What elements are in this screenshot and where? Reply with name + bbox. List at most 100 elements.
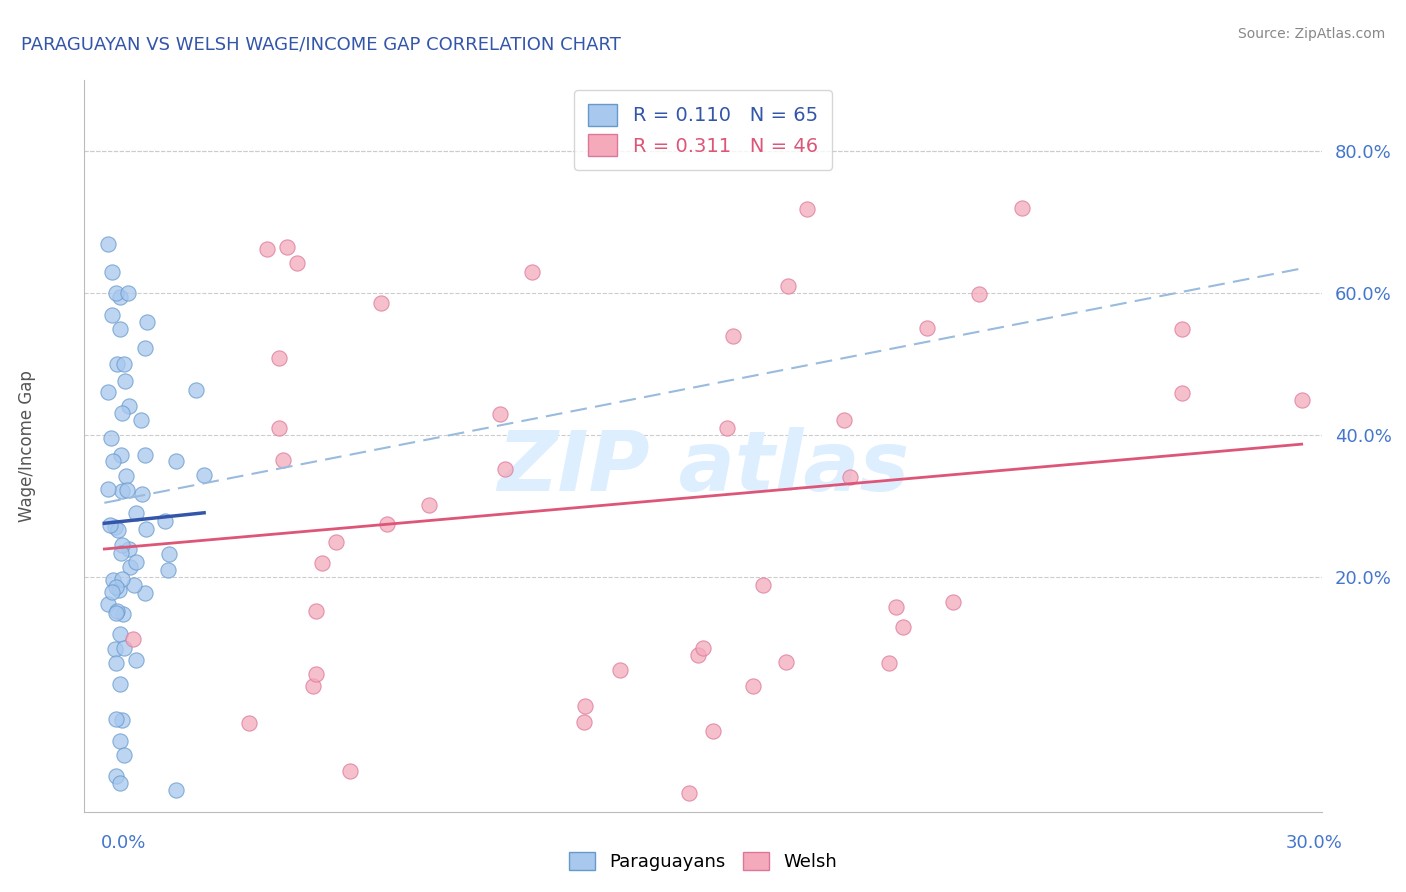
Point bbox=[125, 555, 148, 569]
Point bbox=[688, 648, 710, 662]
Point bbox=[111, 538, 134, 552]
Point bbox=[105, 286, 128, 301]
Point bbox=[1171, 385, 1194, 400]
Point bbox=[111, 713, 134, 727]
Point bbox=[100, 431, 122, 445]
Point bbox=[108, 290, 131, 304]
Point bbox=[117, 541, 139, 556]
Point bbox=[118, 560, 141, 574]
Point bbox=[112, 747, 135, 762]
Point bbox=[311, 556, 333, 570]
Point bbox=[97, 483, 120, 497]
Point bbox=[111, 484, 134, 499]
Point bbox=[105, 580, 128, 594]
Point bbox=[111, 572, 134, 586]
Point bbox=[101, 584, 124, 599]
Point bbox=[110, 546, 132, 560]
Point bbox=[716, 421, 738, 435]
Point bbox=[609, 663, 631, 677]
Point bbox=[752, 578, 775, 592]
Point bbox=[134, 342, 156, 356]
Point bbox=[325, 535, 347, 549]
Text: PARAGUAYAN VS WELSH WAGE/INCOME GAP CORRELATION CHART: PARAGUAYAN VS WELSH WAGE/INCOME GAP CORR… bbox=[21, 36, 621, 54]
Point bbox=[832, 413, 855, 427]
Point bbox=[494, 462, 516, 476]
Point bbox=[891, 620, 914, 634]
Point bbox=[117, 399, 139, 413]
Point bbox=[124, 653, 146, 667]
Point bbox=[97, 384, 120, 399]
Point bbox=[1171, 322, 1194, 336]
Point bbox=[256, 242, 278, 256]
Point bbox=[879, 656, 901, 670]
Point bbox=[271, 453, 294, 467]
Point bbox=[157, 547, 180, 561]
Point bbox=[702, 723, 724, 738]
Point bbox=[238, 716, 260, 731]
Point bbox=[267, 351, 290, 366]
Point bbox=[721, 329, 744, 343]
Point bbox=[572, 715, 595, 730]
Point bbox=[101, 308, 124, 322]
Point bbox=[776, 279, 799, 293]
Point bbox=[131, 486, 153, 500]
Point bbox=[104, 641, 127, 656]
Point bbox=[969, 287, 991, 301]
Point bbox=[186, 384, 208, 398]
Point bbox=[114, 374, 136, 388]
Point bbox=[301, 679, 323, 693]
Point bbox=[122, 632, 145, 646]
Point bbox=[165, 454, 187, 468]
Point bbox=[105, 357, 128, 371]
Point bbox=[111, 407, 134, 421]
Point bbox=[115, 469, 138, 483]
Point bbox=[1011, 201, 1033, 215]
Point bbox=[117, 286, 139, 301]
Point bbox=[105, 769, 128, 783]
Point bbox=[884, 599, 907, 614]
Point bbox=[678, 786, 700, 800]
Point bbox=[1291, 392, 1313, 407]
Point bbox=[276, 240, 298, 254]
Point bbox=[839, 469, 862, 483]
Text: 0.0%: 0.0% bbox=[101, 834, 146, 852]
Point bbox=[339, 764, 361, 779]
Point bbox=[157, 563, 180, 577]
Point bbox=[100, 518, 122, 533]
Point bbox=[193, 468, 215, 483]
Legend: Paraguayans, Welsh: Paraguayans, Welsh bbox=[562, 845, 844, 879]
Point bbox=[267, 421, 290, 435]
Point bbox=[125, 506, 148, 520]
Point bbox=[942, 595, 965, 609]
Point bbox=[304, 666, 326, 681]
Point bbox=[692, 641, 714, 656]
Point bbox=[110, 448, 132, 462]
Point bbox=[105, 606, 128, 620]
Point bbox=[101, 573, 124, 587]
Point bbox=[134, 585, 156, 599]
Point bbox=[370, 295, 392, 310]
Point bbox=[796, 202, 818, 216]
Point bbox=[97, 236, 120, 251]
Point bbox=[101, 265, 124, 279]
Point bbox=[135, 522, 157, 536]
Point bbox=[105, 713, 128, 727]
Point bbox=[915, 320, 938, 334]
Point bbox=[285, 256, 308, 270]
Point bbox=[110, 733, 132, 747]
Point bbox=[377, 517, 399, 532]
Point bbox=[110, 322, 132, 336]
Point bbox=[134, 448, 156, 462]
Text: Source: ZipAtlas.com: Source: ZipAtlas.com bbox=[1237, 27, 1385, 41]
Point bbox=[115, 483, 138, 497]
Point bbox=[520, 265, 543, 279]
Point bbox=[105, 604, 128, 618]
Point bbox=[418, 498, 440, 512]
Y-axis label: Wage/Income Gap: Wage/Income Gap bbox=[18, 370, 35, 522]
Point bbox=[101, 454, 124, 468]
Point bbox=[97, 597, 120, 611]
Point bbox=[111, 607, 134, 621]
Point bbox=[136, 315, 159, 329]
Point bbox=[112, 357, 135, 371]
Point bbox=[124, 577, 146, 591]
